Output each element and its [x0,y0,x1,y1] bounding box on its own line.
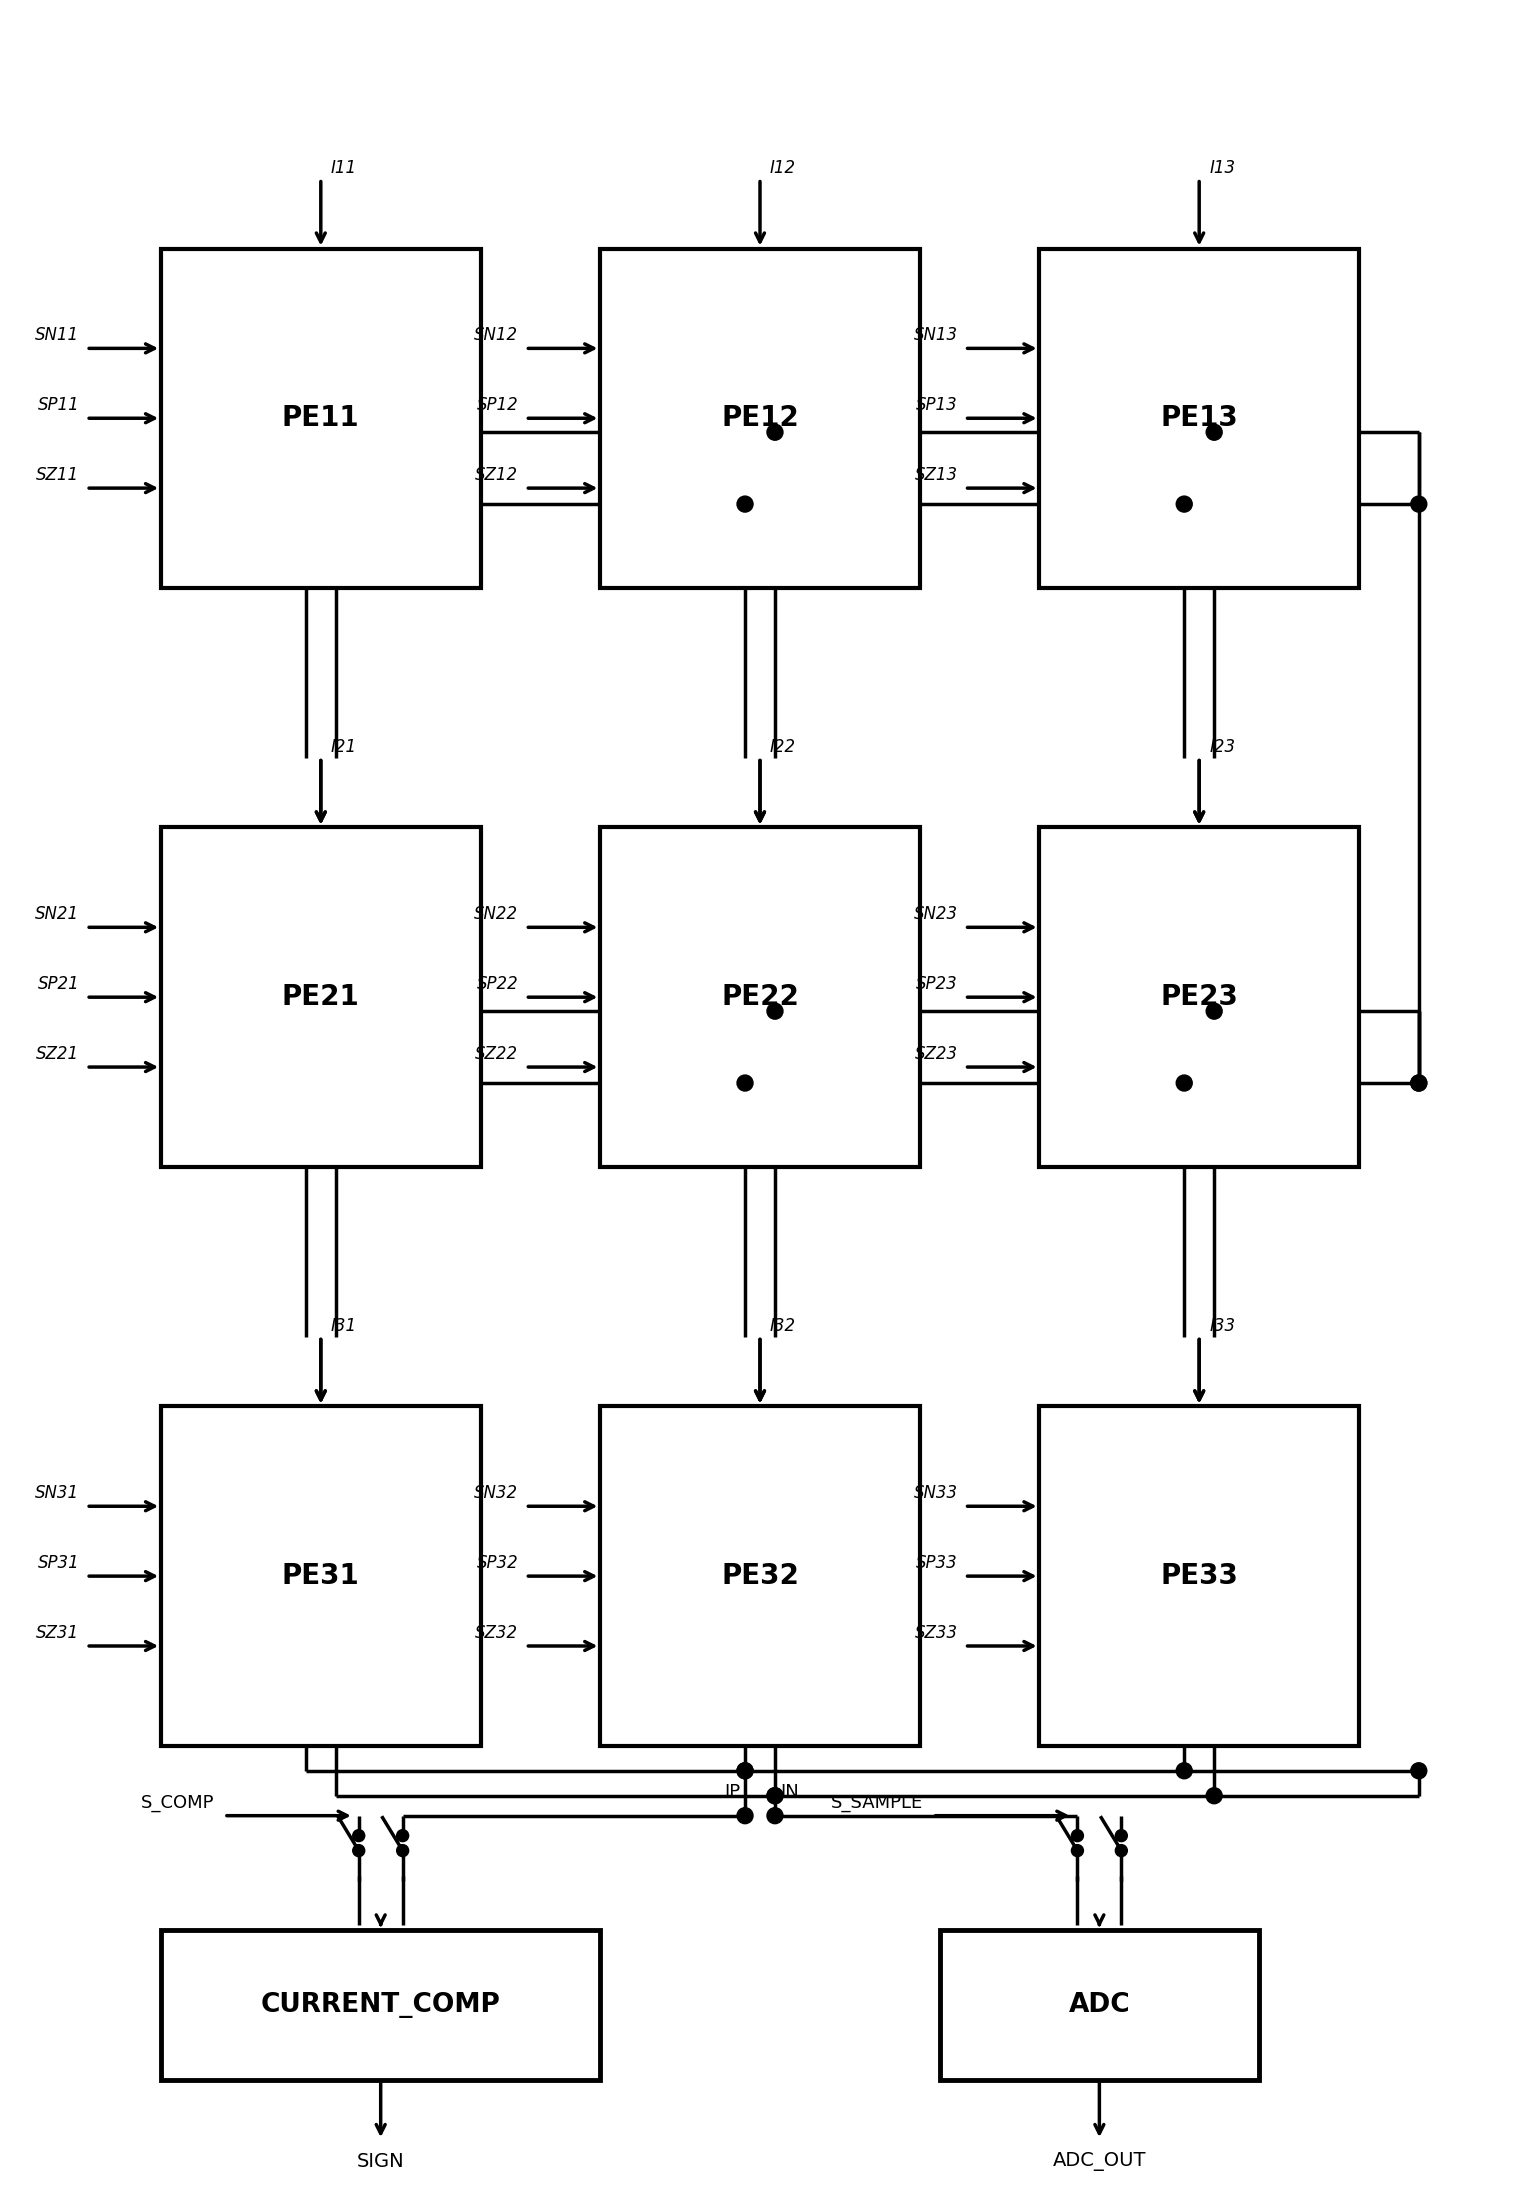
Text: SP31: SP31 [38,1553,79,1573]
Text: SIGN: SIGN [357,2153,404,2171]
Circle shape [1410,1074,1427,1092]
Circle shape [1410,1762,1427,1780]
Text: CURRENT_COMP: CURRENT_COMP [261,1993,501,2019]
Circle shape [767,424,783,439]
Bar [600,828,920,1167]
Circle shape [767,1788,783,1804]
Circle shape [1072,1845,1084,1856]
Bar [1040,248,1359,589]
Circle shape [738,497,753,512]
Text: SZ23: SZ23 [914,1046,958,1063]
Text: SN22: SN22 [474,905,519,923]
Text: I13: I13 [1210,158,1236,176]
Circle shape [1176,497,1192,512]
Circle shape [1207,424,1222,439]
Text: SN12: SN12 [474,327,519,345]
Text: PE33: PE33 [1160,1562,1239,1591]
Circle shape [1072,1830,1084,1841]
Circle shape [352,1830,364,1841]
Circle shape [1410,1074,1427,1092]
Bar [161,1931,600,2081]
Bar [161,1406,481,1747]
Text: PE31: PE31 [282,1562,360,1591]
Circle shape [738,1762,753,1780]
Text: ADC_OUT: ADC_OUT [1052,2153,1146,2171]
Circle shape [396,1845,408,1856]
Text: SN32: SN32 [474,1485,519,1503]
Circle shape [1176,1762,1192,1780]
Circle shape [1116,1845,1128,1856]
Text: IP: IP [724,1782,741,1802]
Text: SP21: SP21 [38,975,79,993]
Text: SP33: SP33 [915,1553,958,1573]
Text: PE32: PE32 [721,1562,798,1591]
Text: SN31: SN31 [35,1485,79,1503]
Bar [1040,1406,1359,1747]
Circle shape [767,1788,783,1804]
Text: SZ11: SZ11 [36,466,79,483]
Text: I11: I11 [331,158,357,176]
Text: I23: I23 [1210,738,1236,756]
Text: IN: IN [780,1782,798,1802]
Circle shape [767,1808,783,1824]
Text: I12: I12 [770,158,795,176]
Text: ADC: ADC [1069,1993,1131,2019]
Circle shape [396,1830,408,1841]
Text: I22: I22 [770,738,795,756]
Text: SZ32: SZ32 [475,1624,519,1641]
Text: SP11: SP11 [38,395,79,415]
Text: SZ21: SZ21 [36,1046,79,1063]
Bar [1040,828,1359,1167]
Text: SP23: SP23 [915,975,958,993]
Circle shape [1207,1004,1222,1019]
Text: I32: I32 [770,1316,795,1334]
Text: SZ12: SZ12 [475,466,519,483]
Bar [161,248,481,589]
Text: S_COMP: S_COMP [141,1793,214,1813]
Text: SN23: SN23 [914,905,958,923]
Text: SZ33: SZ33 [914,1624,958,1641]
Circle shape [352,1845,364,1856]
Text: SN33: SN33 [914,1485,958,1503]
Text: I33: I33 [1210,1316,1236,1334]
Text: I21: I21 [331,738,357,756]
Text: PE23: PE23 [1160,984,1239,1011]
Text: PE13: PE13 [1160,404,1239,433]
Circle shape [738,1074,753,1092]
Text: PE21: PE21 [282,984,360,1011]
Text: PE12: PE12 [721,404,798,433]
Bar [600,248,920,589]
Circle shape [1116,1830,1128,1841]
Text: SP13: SP13 [915,395,958,415]
Text: SP32: SP32 [477,1553,519,1573]
Text: SZ13: SZ13 [914,466,958,483]
Text: SN13: SN13 [914,327,958,345]
Text: S_SAMPLE: S_SAMPLE [830,1793,923,1813]
Circle shape [1207,1788,1222,1804]
Text: SZ31: SZ31 [36,1624,79,1641]
Circle shape [1410,497,1427,512]
Circle shape [767,1004,783,1019]
Text: SP12: SP12 [477,395,519,415]
Bar [940,1931,1258,2081]
Text: SN11: SN11 [35,327,79,345]
Text: PE22: PE22 [721,984,798,1011]
Circle shape [1176,1074,1192,1092]
Circle shape [738,1808,753,1824]
Circle shape [738,1762,753,1780]
Bar [600,1406,920,1747]
Text: PE11: PE11 [282,404,360,433]
Text: SZ22: SZ22 [475,1046,519,1063]
Text: I31: I31 [331,1316,357,1334]
Text: SN21: SN21 [35,905,79,923]
Bar [161,828,481,1167]
Text: SP22: SP22 [477,975,519,993]
